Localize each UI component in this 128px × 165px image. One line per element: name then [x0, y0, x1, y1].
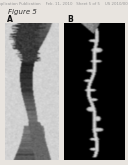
Text: Figure 5: Figure 5	[8, 9, 37, 15]
Text: Patent Application Publication    Feb. 11, 2010   Sheet 5 of 5    US 2010/003510: Patent Application Publication Feb. 11, …	[0, 2, 128, 6]
Text: A: A	[7, 15, 13, 24]
Text: B: B	[67, 15, 73, 24]
